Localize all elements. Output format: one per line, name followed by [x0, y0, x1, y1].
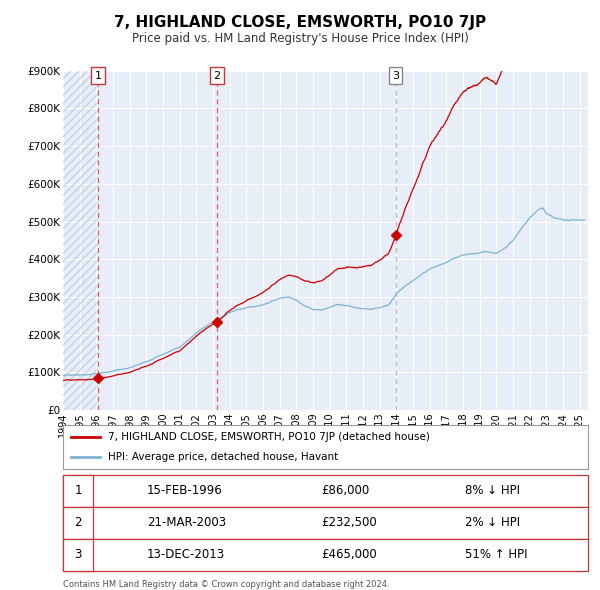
Text: 51% ↑ HPI: 51% ↑ HPI — [465, 548, 527, 561]
Text: 13-DEC-2013: 13-DEC-2013 — [147, 548, 225, 561]
Text: 3: 3 — [74, 548, 82, 561]
Text: HPI: Average price, detached house, Havant: HPI: Average price, detached house, Hava… — [107, 452, 338, 462]
Text: 7, HIGHLAND CLOSE, EMSWORTH, PO10 7JP: 7, HIGHLAND CLOSE, EMSWORTH, PO10 7JP — [114, 15, 486, 30]
Text: 1: 1 — [74, 484, 82, 497]
Text: £465,000: £465,000 — [321, 548, 377, 561]
Text: Contains HM Land Registry data © Crown copyright and database right 2024.
This d: Contains HM Land Registry data © Crown c… — [63, 580, 389, 590]
Text: Price paid vs. HM Land Registry's House Price Index (HPI): Price paid vs. HM Land Registry's House … — [131, 32, 469, 45]
Text: 7, HIGHLAND CLOSE, EMSWORTH, PO10 7JP (detached house): 7, HIGHLAND CLOSE, EMSWORTH, PO10 7JP (d… — [107, 432, 430, 442]
Text: £86,000: £86,000 — [321, 484, 369, 497]
Bar — [63, 71, 98, 410]
Text: 15-FEB-1996: 15-FEB-1996 — [147, 484, 223, 497]
Text: 2: 2 — [74, 516, 82, 529]
Text: 2% ↓ HPI: 2% ↓ HPI — [465, 516, 520, 529]
Text: 2: 2 — [213, 71, 220, 81]
Text: 1: 1 — [95, 71, 102, 81]
Text: 3: 3 — [392, 71, 399, 81]
Text: 21-MAR-2003: 21-MAR-2003 — [147, 516, 226, 529]
Text: £232,500: £232,500 — [321, 516, 377, 529]
Text: 8% ↓ HPI: 8% ↓ HPI — [465, 484, 520, 497]
